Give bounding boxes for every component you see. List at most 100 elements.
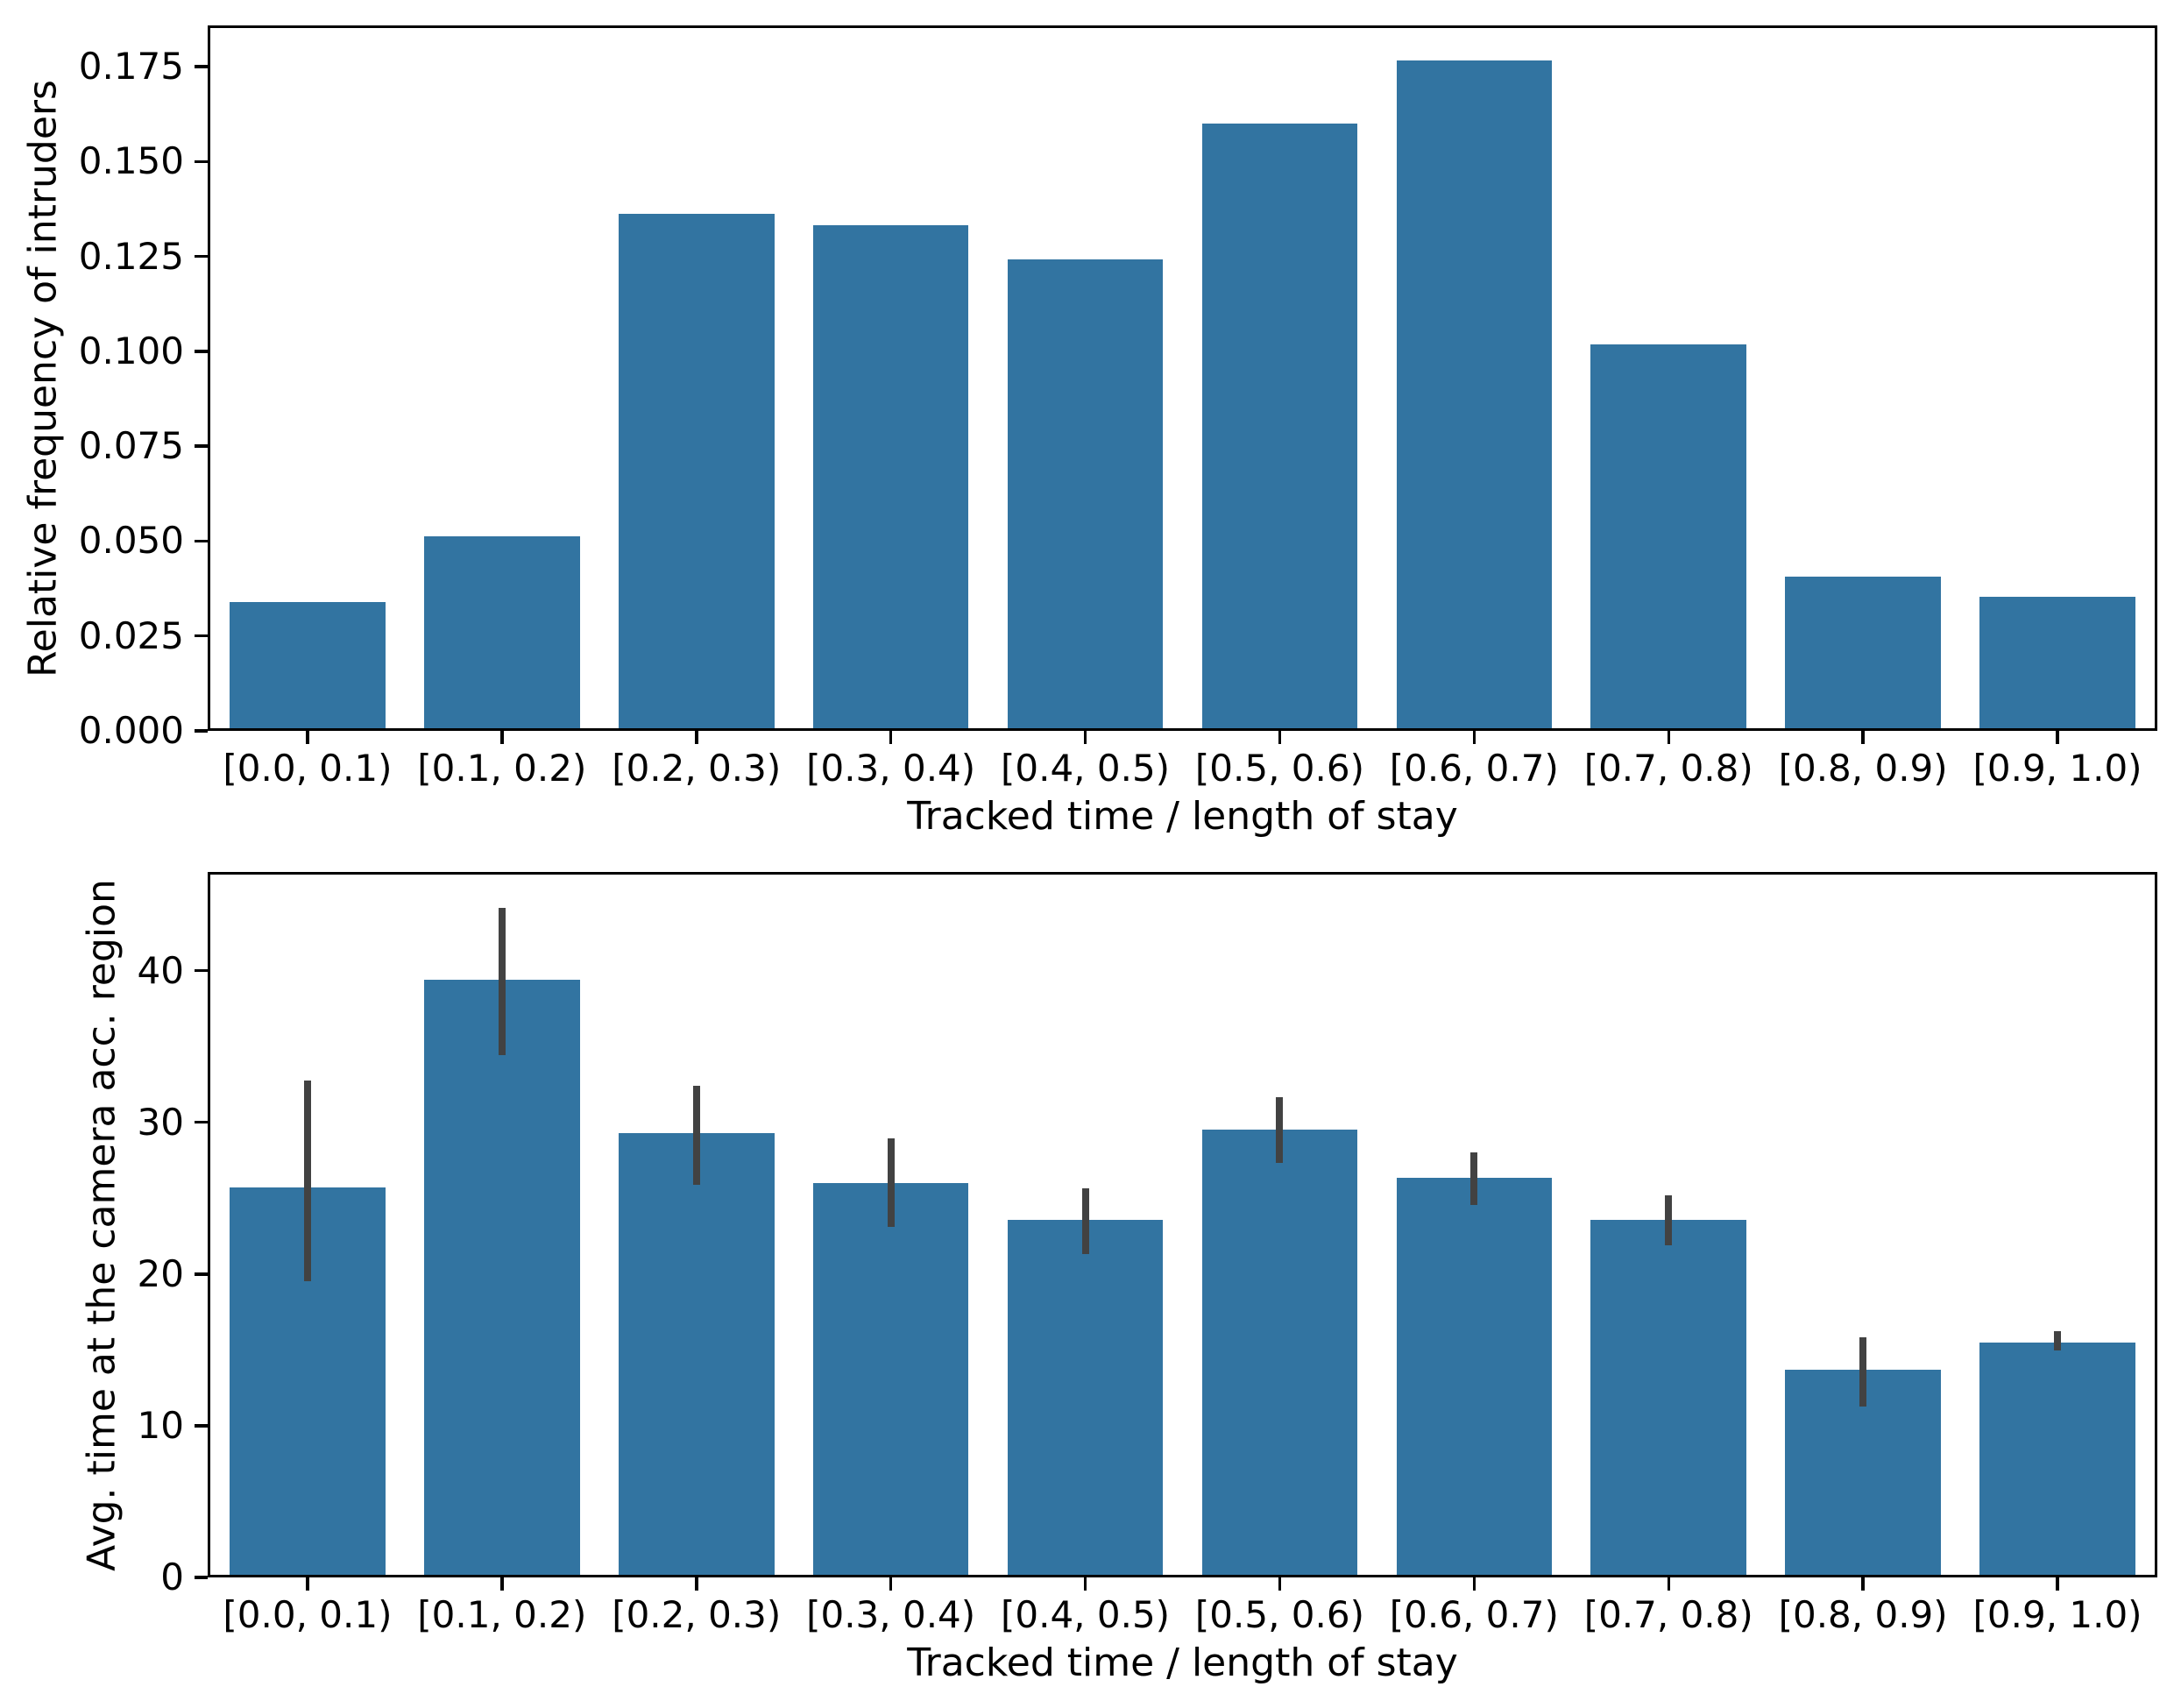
x-tick-mark (1861, 1577, 1865, 1591)
y-tick-mark (195, 1576, 208, 1579)
x-tick-mark (1278, 731, 1282, 744)
x-tick-mark (889, 1577, 893, 1591)
x-tick-label: [0.0, 0.1) (223, 1593, 393, 1636)
x-tick-label: [0.4, 0.5) (1001, 1593, 1171, 1636)
error-bar (692, 1085, 700, 1185)
x-tick-label: [0.6, 0.7) (1389, 1593, 1559, 1636)
x-tick-mark (1667, 731, 1670, 744)
y-tick-mark (195, 444, 208, 448)
bar (1396, 60, 1553, 728)
bar (812, 225, 969, 728)
x-tick-mark (695, 731, 698, 744)
x-tick-mark (695, 1577, 698, 1591)
bar (1007, 1220, 1164, 1575)
bar (618, 214, 775, 728)
y-tick-mark (195, 350, 208, 353)
x-tick-mark (1278, 1577, 1282, 1591)
bar (1201, 1130, 1358, 1575)
x-tick-label: [0.9, 1.0) (1972, 1593, 2142, 1636)
x-tick-mark (306, 1577, 309, 1591)
bar (1396, 1178, 1553, 1575)
y-tick-mark (195, 1120, 208, 1124)
y-tick-mark (195, 65, 208, 68)
y-tick-mark (195, 254, 208, 259)
error-bar (1470, 1152, 1478, 1206)
x-tick-label: [0.2, 0.3) (612, 747, 782, 790)
bar (424, 535, 580, 728)
x-tick-label: [0.5, 0.6) (1194, 747, 1364, 790)
bottom-chart-y-axis-label: Avg. time at the camera acc. region (79, 878, 124, 1571)
y-tick-label: 0.125 (78, 234, 184, 278)
x-tick-mark (1861, 731, 1865, 744)
x-tick-mark (1472, 731, 1476, 744)
x-tick-label: [0.5, 0.6) (1194, 1593, 1364, 1636)
y-tick-mark (195, 159, 208, 164)
bar (1590, 1219, 1746, 1575)
bar (424, 980, 580, 1575)
x-tick-mark (500, 1577, 504, 1591)
top-chart-plot-area (208, 25, 2157, 731)
error-bar (1081, 1188, 1089, 1254)
x-tick-label: [0.8, 0.9) (1778, 747, 1948, 790)
error-bar (887, 1137, 895, 1228)
y-tick-label: 0.050 (78, 519, 184, 563)
x-tick-mark (306, 731, 309, 744)
x-tick-label: [0.7, 0.8) (1583, 1593, 1753, 1636)
x-tick-label: [0.0, 0.1) (223, 747, 393, 790)
y-tick-label: 20 (137, 1251, 184, 1295)
x-tick-mark (500, 731, 504, 744)
error-bar (1665, 1194, 1673, 1245)
bar (1007, 259, 1164, 728)
y-tick-label: 30 (137, 1100, 184, 1144)
y-tick-label: 0 (160, 1556, 184, 1598)
bar (1979, 1342, 2135, 1575)
bar (1201, 124, 1358, 728)
y-tick-label: 0.175 (78, 45, 184, 89)
error-bar (2054, 1330, 2062, 1350)
error-bar (1276, 1097, 1284, 1164)
top-chart-y-axis-label: Relative frequency of intruders (20, 79, 65, 677)
x-tick-label: [0.6, 0.7) (1389, 747, 1559, 790)
y-tick-mark (195, 634, 208, 638)
x-tick-mark (889, 731, 893, 744)
x-tick-label: [0.8, 0.9) (1778, 1593, 1948, 1636)
x-tick-mark (1083, 1577, 1087, 1591)
y-tick-label: 0.000 (78, 709, 184, 752)
error-bar (498, 907, 506, 1056)
error-bar (303, 1081, 311, 1281)
y-tick-mark (195, 539, 208, 543)
bar (1979, 596, 2135, 728)
bar (812, 1183, 969, 1575)
x-tick-label: [0.1, 0.2) (417, 1593, 587, 1636)
x-tick-label: [0.7, 0.8) (1583, 747, 1753, 790)
x-tick-label: [0.4, 0.5) (1001, 747, 1171, 790)
bar (1590, 344, 1746, 728)
y-tick-mark (195, 729, 208, 733)
y-tick-mark (195, 1424, 208, 1428)
x-tick-label: [0.3, 0.4) (806, 747, 976, 790)
bar (618, 1132, 775, 1575)
y-tick-label: 0.075 (78, 424, 184, 468)
x-tick-mark (1667, 1577, 1670, 1591)
bar (230, 602, 386, 728)
y-tick-mark (195, 968, 208, 973)
x-tick-label: [0.3, 0.4) (806, 1593, 976, 1636)
x-tick-label: [0.1, 0.2) (417, 747, 587, 790)
y-tick-label: 40 (137, 948, 184, 992)
y-tick-label: 0.100 (78, 329, 184, 372)
y-tick-label: 0.150 (78, 139, 184, 183)
y-tick-label: 10 (137, 1403, 184, 1447)
x-tick-label: [0.2, 0.3) (612, 1593, 782, 1636)
y-tick-label: 0.025 (78, 613, 184, 657)
error-bar (1859, 1336, 1867, 1407)
x-tick-mark (2056, 731, 2059, 744)
y-tick-mark (195, 1272, 208, 1276)
top-chart-x-axis-label: Tracked time / length of stay (907, 794, 1458, 839)
x-tick-mark (2056, 1577, 2059, 1591)
bottom-chart-plot-area (208, 872, 2157, 1577)
x-tick-mark (1472, 1577, 1476, 1591)
bar (1785, 577, 1941, 728)
x-tick-mark (1083, 731, 1087, 744)
x-tick-label: [0.9, 1.0) (1972, 747, 2142, 790)
